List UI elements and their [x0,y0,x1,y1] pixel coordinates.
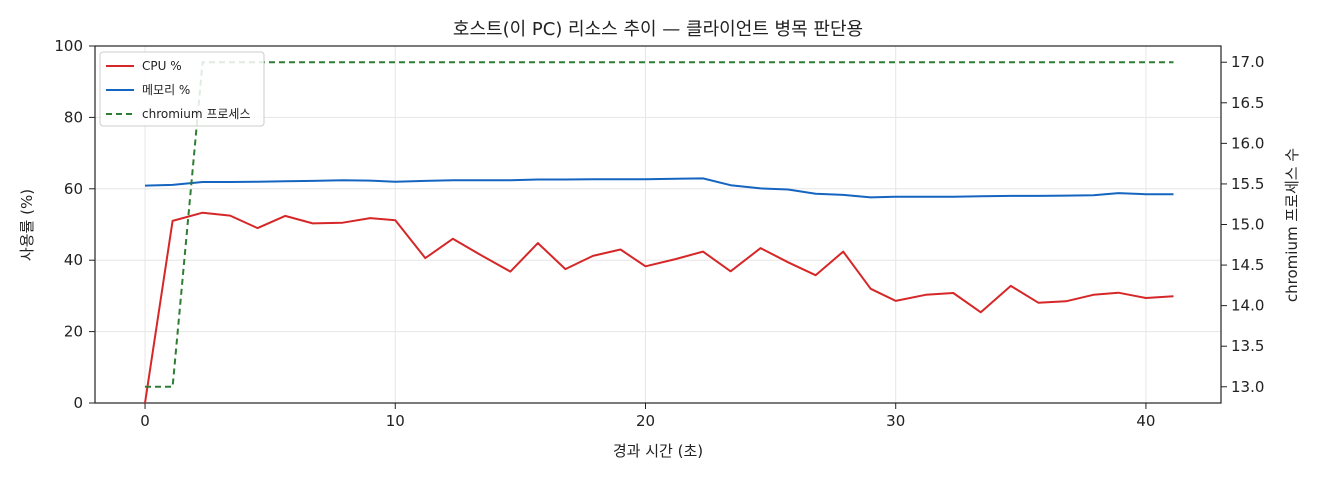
y-tick-label: 40 [64,251,83,269]
y-tick-label: 20 [64,323,83,341]
series-line-2 [145,61,1174,388]
x-tick-label: 0 [140,412,150,430]
y-tick-label: 0 [73,394,83,412]
y-tick-label: 100 [54,37,83,55]
y2-tick-label: 15.0 [1231,216,1264,234]
y2-tick-label: 15.5 [1231,175,1264,193]
x-tick-label: 10 [386,412,405,430]
y-axis-title: 사용률 (%) [18,189,36,261]
y2-tick-label: 16.5 [1231,94,1264,112]
legend-label: 메모리 % [142,83,190,97]
y-tick-label: 60 [64,180,83,198]
legend-box [99,51,265,127]
x-tick-label: 20 [636,412,655,430]
y2-tick-label: 16.0 [1231,134,1264,152]
legend-label: CPU % [142,59,182,73]
series-line-0 [144,211,1174,404]
chart-title: 호스트(이 PC) 리소스 추이 — 클라이언트 병목 판단용 [453,19,863,40]
x-tick-label: 40 [1136,412,1155,430]
x-axis-title: 경과 시간 (초) [613,442,703,460]
x-tick-label: 30 [886,412,905,430]
y2-axis-title: chromium 프로세스 수 [1283,148,1301,302]
y2-tick-label: 17.0 [1231,53,1264,71]
y2-tick-label: 13.5 [1231,337,1264,355]
y2-tick-label: 13.0 [1231,378,1264,396]
y2-tick-label: 14.5 [1231,256,1264,274]
legend-label: chromium 프로세스 [142,107,251,121]
y2-tick-label: 14.0 [1231,297,1264,315]
y-tick-label: 80 [64,108,83,126]
series-line-1 [144,177,1174,199]
